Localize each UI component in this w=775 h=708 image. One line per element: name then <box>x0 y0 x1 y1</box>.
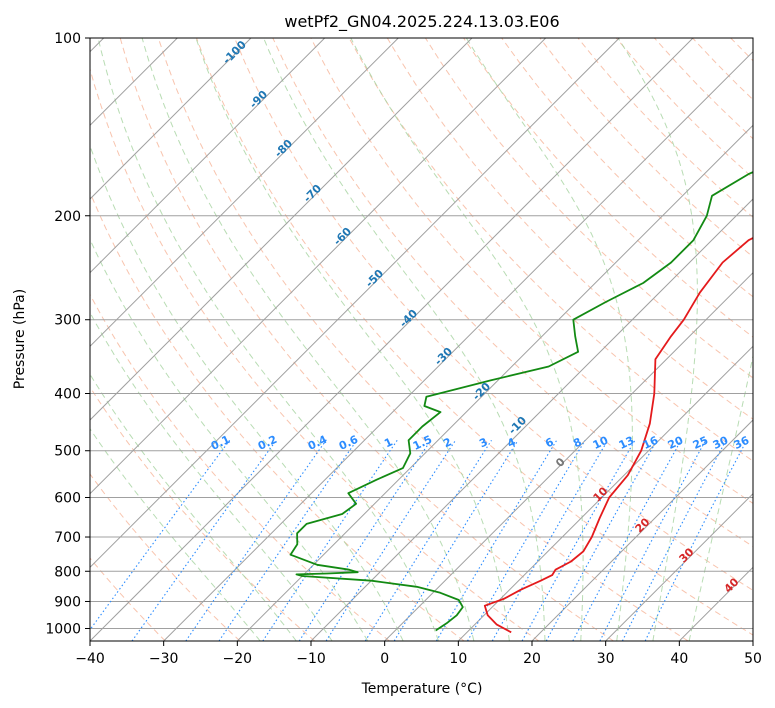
isotherm-line <box>90 38 620 569</box>
moist-adiabat <box>617 38 698 641</box>
mixing-ratio-line <box>325 439 456 641</box>
dry-adiabat <box>90 190 465 641</box>
dry-adiabat <box>272 38 753 548</box>
moist-adiabat <box>350 38 584 641</box>
mixing-ratio-line <box>467 440 586 641</box>
isotherm-line <box>236 124 753 641</box>
moist-adiabat <box>90 238 369 641</box>
isotherm-line <box>310 198 753 641</box>
dry-adiabat <box>90 386 316 641</box>
dewpoint-line <box>289 171 753 632</box>
moist-adiabat <box>97 38 439 641</box>
moist-adiabat <box>141 38 475 641</box>
y-tick-label: 100 <box>54 31 81 47</box>
x-axis-label: Temperature (°C) <box>361 681 483 697</box>
x-tick-label: 20 <box>523 651 541 667</box>
y-tick-label: 800 <box>54 564 81 580</box>
y-tick-label: 400 <box>54 387 81 403</box>
y-tick-label: 700 <box>54 530 81 546</box>
dry-adiabat <box>119 38 614 641</box>
mixing-ratio-line <box>621 440 727 641</box>
x-tick-label: −10 <box>296 651 326 667</box>
y-tick-label: 500 <box>54 444 81 460</box>
dry-adiabat <box>386 38 753 420</box>
x-tick-label: 40 <box>670 651 688 667</box>
x-tick-label: 0 <box>380 651 389 667</box>
x-tick-label: −30 <box>149 651 179 667</box>
moist-adiabat <box>90 427 261 641</box>
mixing-ratio-line <box>545 440 658 641</box>
mixing-ratio-line <box>185 439 327 641</box>
chart-title: wetPf2_GN04.2025.224.13.03.E06 <box>284 12 559 32</box>
y-tick-label: 300 <box>54 313 81 329</box>
mixing-ratio-label: 13 <box>617 434 636 452</box>
mixing-ratio-label: 16 <box>641 434 661 452</box>
isotherm-line <box>90 38 473 421</box>
series-lines <box>289 171 753 634</box>
isotherm-line <box>90 38 399 348</box>
mixing-ratio-line <box>491 440 609 641</box>
x-tick-label: −20 <box>223 651 253 667</box>
mixing-ratio-line <box>521 440 636 641</box>
moist-adiabat <box>263 38 546 641</box>
axis-ticks: −40 −30 −20 −10 0 10 20 30 40 50 100 200 300 400 500 60… <box>45 31 762 667</box>
y-tick-label: 200 <box>54 209 81 225</box>
moist-adiabat <box>90 311 333 641</box>
isotherm-line <box>384 271 753 641</box>
mixing-ratio-line <box>364 440 492 641</box>
isotherm-line <box>457 345 753 641</box>
moist-adiabat <box>90 144 404 641</box>
dry-adiabat <box>424 38 753 379</box>
mixing-ratio-line <box>262 439 398 641</box>
mixing-ratio-line <box>218 439 358 641</box>
plot-frame <box>89 37 754 642</box>
mixing-ratio-line <box>90 439 231 631</box>
isotherm-line <box>163 50 753 641</box>
y-tick-label: 1000 <box>45 621 81 637</box>
y-tick-label: 600 <box>54 490 81 506</box>
x-tick-label: −40 <box>75 651 105 667</box>
mixing-ratio-line <box>435 440 558 641</box>
isotherm-line <box>90 38 326 274</box>
dry-adiabat <box>463 38 753 338</box>
dry-adiabat <box>90 293 390 641</box>
mixing-ratio-label: 25 <box>691 434 710 452</box>
mixing-ratio-label: 30 <box>711 434 731 452</box>
isotherm-line <box>90 38 252 200</box>
dry-adiabat <box>157 38 689 641</box>
dry-adiabat <box>90 67 540 641</box>
x-tick-label: 10 <box>449 651 467 667</box>
background-lines <box>90 38 753 641</box>
x-tick-label: 50 <box>744 651 762 667</box>
mixing-ratio-label: 36 <box>732 434 752 452</box>
isotherm-line <box>90 38 694 641</box>
dry-adiabat <box>310 38 753 504</box>
mixing-ratio-line <box>644 440 748 641</box>
dry-adiabat <box>501 38 753 298</box>
moist-adiabat <box>90 373 297 641</box>
mixing-ratio-line <box>298 439 432 641</box>
dry-adiabat <box>90 473 241 641</box>
mixing-ratio-label: 10 <box>591 434 611 452</box>
y-tick-label: 900 <box>54 594 81 610</box>
mixing-ratio-line <box>393 440 519 641</box>
isotherm-line <box>605 492 753 641</box>
temperature-line <box>483 237 753 634</box>
y-axis-label: Pressure (hPa) <box>12 289 28 389</box>
isotherm-line <box>90 38 547 495</box>
dry-adiabat <box>234 38 753 591</box>
dry-adiabat <box>348 38 753 462</box>
x-tick-label: 30 <box>597 651 615 667</box>
mixing-ratio-label: 20 <box>666 434 686 452</box>
moist-adiabat <box>688 353 753 641</box>
isotherm-line <box>531 419 753 641</box>
